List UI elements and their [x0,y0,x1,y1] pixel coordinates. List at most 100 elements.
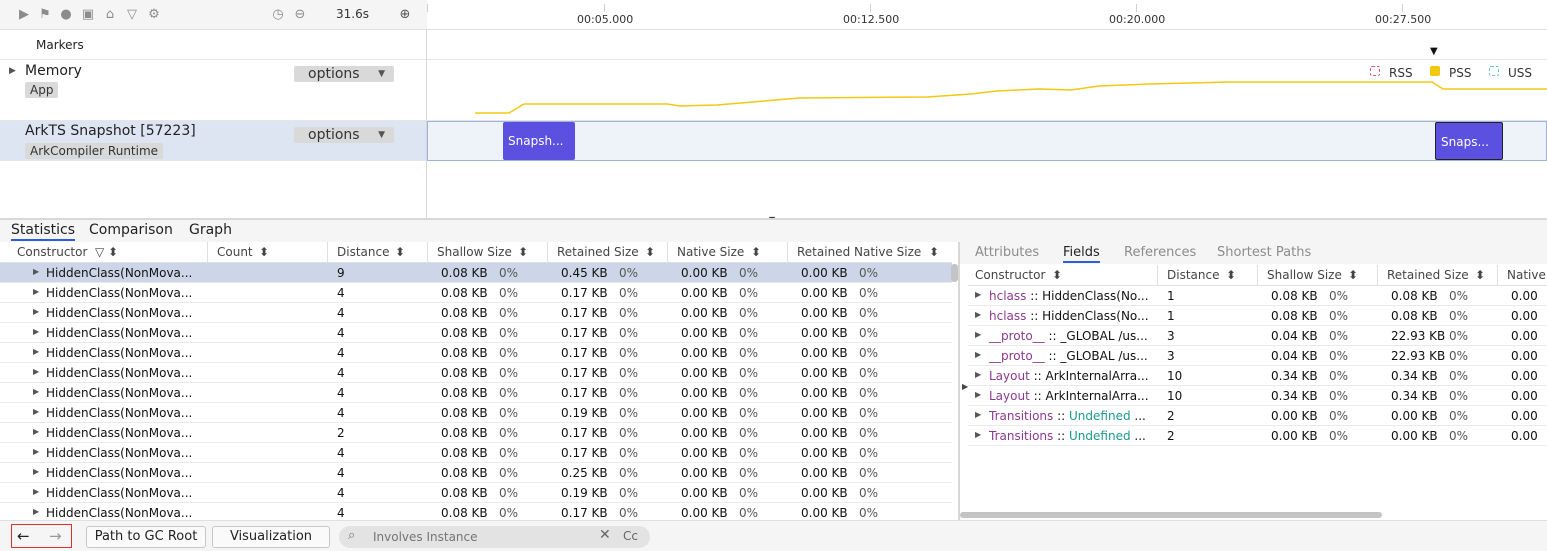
expand-icon[interactable]: ▶ [33,427,40,436]
col-distance[interactable]: Distance [1167,268,1220,282]
rss-legend[interactable]: RSS [1389,66,1413,80]
expand-icon[interactable]: ▶ [33,267,40,276]
arrow-left-icon[interactable]: ← [17,527,30,545]
time-ruler[interactable]: 00:05.000 00:12.500 00:20.000 00:27.500 [427,0,1547,30]
expand-icon[interactable]: ▶ [33,447,40,456]
flag-icon[interactable]: ⚑ [39,7,51,22]
expand-icon[interactable]: ▶ [975,350,982,359]
table-row[interactable]: ▶ HiddenClass(NonMova... 4 0.08 KB 0% 0.17 KB… [0,503,952,520]
table-row[interactable]: ▶ HiddenClass(NonMova... 4 0.08 KB 0% 0.17 KB… [0,383,952,403]
expand-icon[interactable]: ▶ [33,307,40,316]
visualization-button[interactable]: Visualization [212,526,330,548]
pss-legend[interactable]: PSS [1449,66,1472,80]
subtab-references[interactable]: References [1124,245,1197,260]
table-row[interactable]: ▶ HiddenClass(NonMova... 4 0.08 KB 0% 0.25 KB… [0,463,952,483]
uss-legend[interactable]: USS [1508,66,1533,80]
settings-icon[interactable]: ⚙ [148,7,160,22]
col-native-size[interactable]: Native Size [677,245,745,259]
tab-comparison[interactable]: Comparison [89,222,173,238]
table-row[interactable]: ▶ HiddenClass(NonMova... 4 0.08 KB 0% 0.17 KB… [0,363,952,383]
zoom-out-icon[interactable]: ⊖ [294,7,306,22]
table-row[interactable]: ▶ HiddenClass(NonMova... 2 0.08 KB 0% 0.17 KB… [0,423,952,443]
timer-icon[interactable]: ◷ [272,7,284,22]
col-shallow-size[interactable]: Shallow Size [437,245,512,259]
home-icon[interactable]: ⌂ [105,7,115,22]
arkts-lane[interactable] [427,121,1547,161]
stats-scrollbar-thumb[interactable] [951,264,958,282]
sort-icon[interactable]: ⬍ [1052,268,1063,282]
zoom-in-icon[interactable]: ⊕ [399,7,411,22]
match-case-toggle[interactable]: Cc [623,529,638,543]
table-row[interactable]: ▶ HiddenClass(NonMova... 4 0.08 KB 0% 0.19 KB… [0,483,952,503]
col-retained-native-size[interactable]: Retained Native Size [797,245,922,259]
table-row[interactable]: ▶ Layout :: ArkInternalArra... 10 0.34 KB 0%… [968,386,1547,406]
sort-icon[interactable]: ⬍ [1348,268,1359,282]
arkts-lane-header[interactable]: ArkTS Snapshot [57223] ArkCompiler Runti… [0,121,427,161]
col-constructor[interactable]: Constructor [975,268,1046,282]
expand-icon[interactable]: ▶ [33,407,40,416]
clear-icon[interactable]: ✕ [599,527,611,543]
table-row[interactable]: ▶ hclass :: HiddenClass(No... 1 0.08 KB 0% 0.… [968,306,1547,326]
table-row[interactable]: ▶ HiddenClass(NonMova... 4 0.08 KB 0% 0.17 KB… [0,283,952,303]
collapse-icon[interactable]: ▶ [962,382,969,391]
col-retained-size[interactable]: Retained Size [557,245,639,259]
sort-icon[interactable]: ⬍ [929,245,940,259]
arrow-right-icon[interactable]: → [49,527,62,545]
camera-icon[interactable]: ▣ [81,7,95,22]
sort-icon[interactable]: ⬍ [1226,268,1237,282]
expand-icon[interactable]: ▶ [975,290,982,299]
expand-icon[interactable]: ▶ [975,430,982,439]
expand-icon[interactable]: ▶ [33,347,40,356]
table-row[interactable]: ▶ Transitions :: Undefined ... 2 0.00 KB 0% 0… [968,406,1547,426]
sort-icon[interactable]: ⬍ [645,245,656,259]
tab-statistics[interactable]: Statistics [11,222,75,241]
subtab-shortest-paths[interactable]: Shortest Paths [1217,245,1312,260]
expand-icon[interactable]: ▶ [33,487,40,496]
fields-hscrollbar-thumb[interactable] [960,512,1382,518]
record-icon[interactable]: ● [60,7,72,22]
table-row[interactable]: ▶ HiddenClass(NonMova... 4 0.08 KB 0% 0.17 KB… [0,323,952,343]
table-row[interactable]: ▶ __proto__ :: _GLOBAL /us... 3 0.04 KB 0% 22… [968,326,1547,346]
expand-icon[interactable]: ▶ [975,370,982,379]
sort-icon[interactable]: ⬍ [518,245,529,259]
expand-icon[interactable]: ▶ [33,327,40,336]
expand-icon[interactable]: ▶ [33,387,40,396]
expand-icon[interactable]: ▶ [9,66,16,76]
table-row[interactable]: ▶ HiddenClass(NonMova... 4 0.08 KB 0% 0.17 KB… [0,443,952,463]
pane-divider[interactable] [958,242,960,520]
subtab-fields[interactable]: Fields [1063,245,1100,263]
col-distance[interactable]: Distance [337,245,390,259]
table-row[interactable]: ▶ Layout :: ArkInternalArra... 10 0.34 KB 0%… [968,366,1547,386]
sort-icon[interactable]: ⬍ [395,245,406,259]
table-row[interactable]: ▶ HiddenClass(NonMova... 9 0.08 KB 0% 0.45 KB… [0,263,952,283]
sort-icon[interactable]: ⬍ [751,245,762,259]
search-input[interactable] [373,528,593,546]
filter-icon[interactable]: ▽ [127,7,137,22]
col-native[interactable]: Native [1507,268,1546,282]
table-row[interactable]: ▶ hclass :: HiddenClass(No... 1 0.08 KB 0% 0.… [968,286,1547,306]
subtab-attributes[interactable]: Attributes [975,245,1040,260]
snapshot-block-selected[interactable]: Snaps... [1435,122,1503,160]
table-row[interactable]: ▶ __proto__ :: _GLOBAL /us... 3 0.04 KB 0% 22… [968,346,1547,366]
expand-icon[interactable]: ▶ [33,507,40,516]
snapshot-block[interactable]: Snapsh... [503,122,575,160]
expand-icon[interactable]: ▶ [33,287,40,296]
sort-icon[interactable]: ⬍ [1475,268,1486,282]
expand-icon[interactable]: ▶ [975,410,982,419]
col-constructor[interactable]: Constructor [17,245,88,259]
col-count[interactable]: Count [217,245,253,259]
table-row[interactable]: ▶ HiddenClass(NonMova... 4 0.08 KB 0% 0.17 KB… [0,343,952,363]
tab-graph[interactable]: Graph [189,222,232,238]
expand-icon[interactable]: ▶ [975,330,982,339]
filter-icon[interactable]: ▽ ⬍ [95,245,119,259]
sort-icon[interactable]: ⬍ [259,245,270,259]
expand-icon[interactable]: ▶ [33,367,40,376]
col-retained-size[interactable]: Retained Size [1387,268,1469,282]
path-to-gc-root-button[interactable]: Path to GC Root [86,526,206,548]
expand-icon[interactable]: ▶ [33,467,40,476]
col-shallow-size[interactable]: Shallow Size [1267,268,1342,282]
table-row[interactable]: ▶ Transitions :: Undefined ... 2 0.00 KB 0% 0… [968,426,1547,446]
table-row[interactable]: ▶ HiddenClass(NonMova... 4 0.08 KB 0% 0.17 KB… [0,303,952,323]
table-row[interactable]: ▶ HiddenClass(NonMova... 4 0.08 KB 0% 0.19 KB… [0,403,952,423]
expand-icon[interactable]: ▶ [975,390,982,399]
